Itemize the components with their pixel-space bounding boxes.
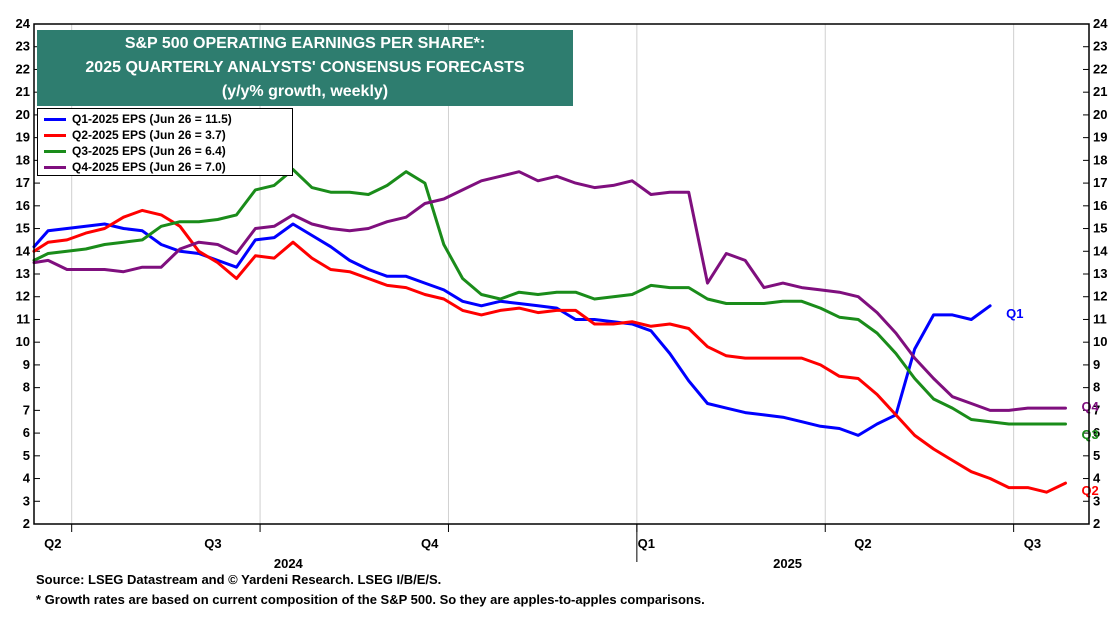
ytick-label-right: 18 xyxy=(1093,152,1107,167)
legend-item-q3: Q3-2025 EPS (Jun 26 = 6.4) xyxy=(44,143,286,159)
legend: Q1-2025 EPS (Jun 26 = 11.5) Q2-2025 EPS … xyxy=(37,108,293,176)
ytick-label-left: 7 xyxy=(23,402,30,417)
ytick-label-right: 21 xyxy=(1093,84,1107,99)
end-label-q4: Q4 xyxy=(1081,399,1099,414)
ytick-label-left: 4 xyxy=(23,471,31,486)
end-label-q3: Q3 xyxy=(1081,427,1098,442)
quarter-label: Q4 xyxy=(421,536,439,551)
ytick-label-left: 20 xyxy=(16,107,30,122)
ytick-label-right: 17 xyxy=(1093,175,1107,190)
ytick-label-left: 5 xyxy=(23,448,30,463)
ytick-label-right: 7 xyxy=(1093,402,1100,417)
ytick-label-right: 4 xyxy=(1093,471,1101,486)
quarter-label: Q3 xyxy=(1024,536,1041,551)
legend-swatch-q1 xyxy=(44,117,66,121)
quarter-label: Q2 xyxy=(854,536,871,551)
ytick-label-right: 11 xyxy=(1093,311,1107,326)
ytick-label-left: 22 xyxy=(16,61,30,76)
legend-label-q1: Q1-2025 EPS (Jun 26 = 11.5) xyxy=(72,112,232,126)
quarter-label: Q1 xyxy=(638,536,655,551)
ytick-label-right: 6 xyxy=(1093,425,1100,440)
ytick-label-right: 12 xyxy=(1093,289,1107,304)
ytick-label-right: 19 xyxy=(1093,130,1107,145)
series-line-q2 xyxy=(32,208,1067,494)
ytick-label-right: 15 xyxy=(1093,221,1107,236)
plot-frame xyxy=(33,23,1090,525)
legend-label-q3: Q3-2025 EPS (Jun 26 = 6.4) xyxy=(72,144,226,158)
title-line-3: (y/y% growth, weekly) xyxy=(221,83,389,100)
ytick-label-left: 2 xyxy=(23,516,30,531)
year-label: 2024 xyxy=(274,556,304,571)
ytick-label-left: 6 xyxy=(23,425,30,440)
legend-swatch-q2 xyxy=(44,133,66,137)
ytick-label-right: 20 xyxy=(1093,107,1107,122)
ytick-label-right: 23 xyxy=(1093,39,1107,54)
ytick-label-right: 13 xyxy=(1093,266,1107,281)
series-line-q1 xyxy=(32,222,992,437)
ytick-label-right: 24 xyxy=(1093,16,1108,31)
ytick-label-right: 3 xyxy=(1093,493,1100,508)
series-line-q3 xyxy=(32,168,1067,426)
ytick-label-left: 11 xyxy=(16,311,30,326)
year-label: 2025 xyxy=(773,556,802,571)
ytick-label-right: 22 xyxy=(1093,61,1107,76)
ytick-label-right: 10 xyxy=(1093,334,1107,349)
footnote: * Growth rates are based on current comp… xyxy=(36,592,705,607)
source-note: Source: LSEG Datastream and © Yardeni Re… xyxy=(36,572,442,587)
end-label-q1: Q1 xyxy=(1006,306,1023,321)
ytick-label-left: 8 xyxy=(23,380,30,395)
ytick-label-left: 12 xyxy=(16,289,30,304)
ytick-label-left: 16 xyxy=(16,198,30,213)
title-line-1: S&P 500 OPERATING EARNINGS PER SHARE*: xyxy=(124,35,486,52)
ytick-label-left: 3 xyxy=(23,493,30,508)
ytick-label-left: 14 xyxy=(16,243,31,258)
ytick-label-right: 9 xyxy=(1093,357,1100,372)
ytick-label-left: 19 xyxy=(16,130,30,145)
ytick-label-right: 14 xyxy=(1093,243,1108,258)
ytick-label-left: 23 xyxy=(16,39,30,54)
ytick-label-right: 16 xyxy=(1093,198,1107,213)
ytick-label-left: 18 xyxy=(16,152,30,167)
series-lines xyxy=(32,168,1067,494)
chart-title: S&P 500 OPERATING EARNINGS PER SHARE*: 2… xyxy=(37,30,573,106)
legend-label-q2: Q2-2025 EPS (Jun 26 = 3.7) xyxy=(72,128,226,142)
ytick-label-left: 10 xyxy=(16,334,30,349)
end-label-q2: Q2 xyxy=(1081,483,1098,498)
legend-swatch-q4 xyxy=(44,165,66,169)
ytick-label-right: 5 xyxy=(1093,448,1100,463)
legend-item-q1: Q1-2025 EPS (Jun 26 = 11.5) xyxy=(44,111,286,127)
legend-item-q4: Q4-2025 EPS (Jun 26 = 7.0) xyxy=(44,159,286,175)
ytick-label-left: 9 xyxy=(23,357,30,372)
ytick-label-right: 8 xyxy=(1093,380,1100,395)
ytick-label-right: 2 xyxy=(1093,516,1100,531)
grid xyxy=(71,24,1015,524)
quarter-label: Q2 xyxy=(44,536,61,551)
ytick-label-left: 24 xyxy=(16,16,31,31)
legend-swatch-q3 xyxy=(44,149,66,153)
series-line-q4 xyxy=(32,170,1067,412)
legend-item-q2: Q2-2025 EPS (Jun 26 = 3.7) xyxy=(44,127,286,143)
ytick-label-left: 21 xyxy=(16,84,30,99)
ytick-label-left: 13 xyxy=(16,266,30,281)
quarter-label: Q3 xyxy=(204,536,221,551)
series-end-labels: Q1 Q2 Q3 Q4 xyxy=(1006,306,1099,498)
ytick-label-left: 17 xyxy=(16,175,30,190)
legend-label-q4: Q4-2025 EPS (Jun 26 = 7.0) xyxy=(72,160,226,174)
title-line-2: 2025 QUARTERLY ANALYSTS' CONSENSUS FOREC… xyxy=(85,59,525,76)
ytick-label-left: 15 xyxy=(16,221,30,236)
